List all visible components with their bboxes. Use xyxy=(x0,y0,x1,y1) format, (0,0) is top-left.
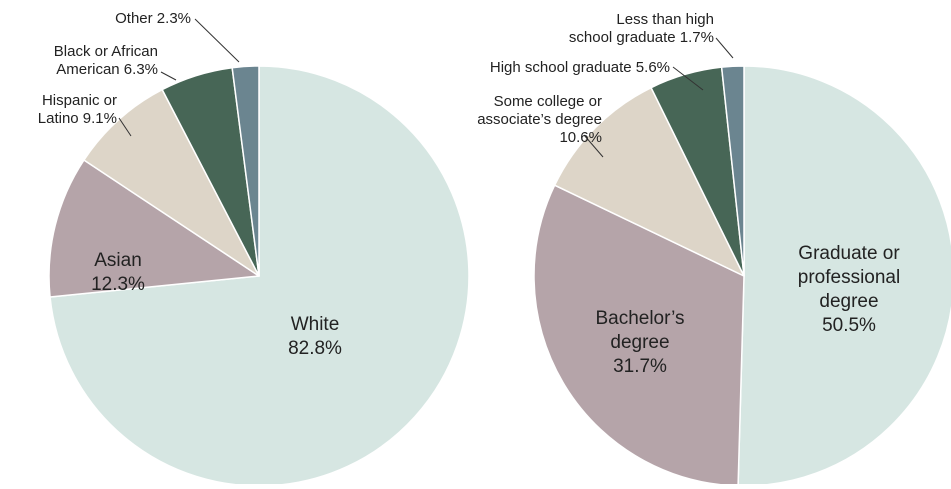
slice-label: Hispanic or Latino 9.1% xyxy=(38,92,117,127)
slice-label-line: associate’s degree xyxy=(477,111,602,128)
slice-label-line: 82.8% xyxy=(288,338,342,359)
slice-label: Asian 12.3% xyxy=(91,250,145,295)
slice-label: Graduate or professional degree 50.5% xyxy=(798,243,901,336)
slice-label-line: Asian xyxy=(94,250,142,271)
slice-label-line: degree xyxy=(819,291,878,312)
pie-slice-other xyxy=(231,65,260,277)
slice-label-line: Hispanic or xyxy=(42,92,117,109)
slice-label: Bachelor’s degree 31.7% xyxy=(595,308,684,377)
leader-line xyxy=(583,134,604,158)
slice-label-line: White xyxy=(291,314,340,335)
slice-label-line: Graduate or xyxy=(798,243,900,264)
slice-label-line: High school graduate 5.6% xyxy=(490,59,670,76)
leader-line xyxy=(194,18,240,63)
pie-chart-2: Graduate or professional degree 50.5% Bachel… xyxy=(477,11,951,487)
pie-slice-graduate-or-professional-degree xyxy=(737,65,951,487)
pie-slice-hispanic-or-latino xyxy=(83,88,260,277)
leader-line xyxy=(672,66,704,91)
slice-label-line: 12.3% xyxy=(91,274,145,295)
slice-label-line: Other 2.3% xyxy=(115,10,191,27)
pie-slice-some-college-or-associate-s-degree xyxy=(553,86,745,277)
slice-label-line: 50.5% xyxy=(822,315,876,336)
slice-label-line: Black or African xyxy=(54,43,158,60)
slice-label: Some college or associate’s degree 10.6% xyxy=(477,93,602,146)
slice-label-line: Some college or xyxy=(494,93,602,110)
leader-line xyxy=(160,71,177,81)
pie-slice-less-than-high-school-graduate xyxy=(720,65,745,277)
slice-label-line: Latino 9.1% xyxy=(38,110,117,127)
leader-line xyxy=(715,37,734,59)
slice-label: Black or African American 6.3% xyxy=(54,43,158,78)
slice-label: Less than high school graduate 1.7% xyxy=(569,11,714,46)
slice-label-line: degree xyxy=(610,332,669,353)
slice-label-line: professional xyxy=(798,267,900,288)
slice-label-line: school graduate 1.7% xyxy=(569,29,714,46)
pie-slice-asian xyxy=(48,159,260,298)
slice-label-line: American 6.3% xyxy=(56,61,158,78)
leader-line xyxy=(118,117,132,137)
slice-label: White 82.8% xyxy=(288,314,342,359)
pie-chart-1: White 82.8% Asian 12.3% Hispanic or Latino 9.… xyxy=(38,10,470,487)
slice-label-line: Less than high xyxy=(616,11,714,28)
slice-label-line: Bachelor’s xyxy=(595,308,684,329)
slice-label: High school graduate 5.6% xyxy=(490,59,670,76)
pie-slice-bachelor-s-degree xyxy=(533,184,745,487)
slice-label: Other 2.3% xyxy=(115,10,191,27)
slice-label-line: 10.6% xyxy=(559,129,602,146)
slice-label-line: 31.7% xyxy=(613,356,667,377)
